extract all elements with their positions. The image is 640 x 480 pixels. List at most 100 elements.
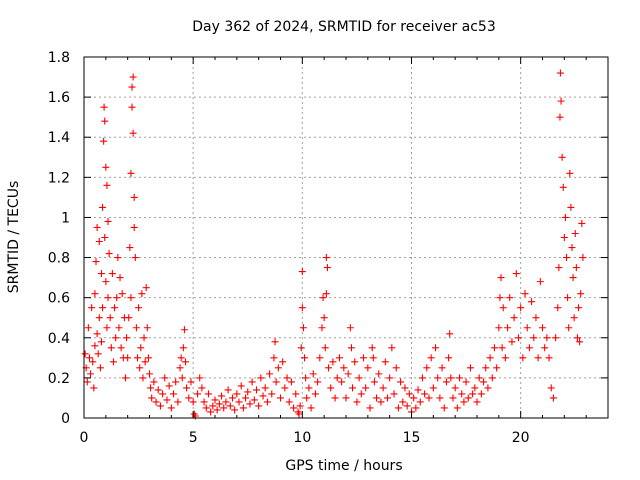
data-point	[552, 334, 560, 342]
data-point	[497, 274, 505, 282]
data-point	[383, 394, 391, 402]
data-point	[130, 223, 138, 231]
data-point	[495, 324, 503, 332]
data-point	[440, 404, 448, 412]
data-point	[198, 384, 206, 392]
x-axis-label: GPS time / hours	[285, 458, 402, 474]
data-point	[185, 394, 193, 402]
data-point	[532, 314, 540, 322]
axis-ticks	[83, 56, 608, 419]
data-point	[156, 402, 164, 410]
data-point	[528, 298, 536, 306]
data-point	[364, 364, 372, 372]
data-point	[142, 284, 150, 292]
data-point	[564, 294, 572, 302]
data-point	[517, 304, 525, 312]
data-point	[539, 324, 546, 332]
data-point	[295, 410, 303, 418]
data-point	[129, 129, 137, 137]
data-point	[397, 378, 405, 386]
data-point	[89, 358, 97, 366]
data-point	[369, 354, 377, 362]
data-point	[436, 394, 444, 402]
data-point	[493, 364, 501, 372]
y-tick-label: 0.6	[48, 291, 70, 307]
data-point	[129, 73, 137, 81]
data-point	[368, 344, 376, 352]
data-point	[523, 324, 531, 332]
data-point	[575, 304, 583, 312]
data-point	[128, 83, 136, 91]
data-point	[504, 324, 512, 332]
data-point	[314, 378, 322, 386]
data-point	[536, 278, 544, 286]
data-point	[146, 370, 153, 378]
data-point	[340, 364, 348, 372]
data-point	[555, 264, 563, 272]
data-point	[261, 384, 269, 392]
data-point	[561, 213, 569, 221]
data-point	[307, 404, 315, 412]
data-point	[139, 374, 147, 382]
data-point	[292, 390, 300, 398]
data-point	[222, 398, 230, 406]
data-point	[88, 304, 96, 312]
data-point	[375, 370, 383, 378]
data-point	[322, 290, 330, 298]
data-point	[130, 193, 138, 201]
data-point	[442, 378, 450, 386]
data-point	[224, 386, 232, 394]
data-point	[347, 344, 355, 352]
data-point	[277, 394, 284, 402]
data-point	[462, 378, 470, 386]
data-point	[91, 290, 99, 298]
data-point	[571, 229, 579, 237]
data-point	[123, 334, 131, 342]
x-tick-label: 10	[293, 430, 311, 446]
data-point	[252, 386, 260, 394]
data-point	[370, 378, 378, 386]
data-point	[124, 354, 132, 362]
data-point	[147, 384, 155, 392]
data-point	[438, 364, 446, 372]
data-point	[394, 404, 402, 412]
data-point	[239, 404, 247, 412]
data-point	[373, 394, 381, 402]
data-point	[132, 324, 140, 332]
data-point	[127, 169, 135, 177]
data-point	[320, 314, 328, 322]
data-point	[143, 324, 151, 332]
data-point	[299, 324, 307, 332]
data-point	[118, 290, 126, 298]
data-point	[355, 374, 363, 382]
data-point	[235, 398, 243, 406]
data-point	[464, 394, 472, 402]
data-point	[136, 364, 144, 372]
y-tick-label: 0	[61, 411, 70, 427]
data-point	[244, 388, 252, 396]
data-point	[490, 344, 498, 352]
data-point	[163, 396, 171, 404]
data-point	[547, 384, 555, 392]
data-point	[362, 384, 370, 392]
data-point	[96, 364, 104, 372]
data-point	[97, 270, 105, 278]
data-point	[246, 400, 254, 408]
data-point	[174, 398, 182, 406]
data-point	[117, 344, 125, 352]
data-point	[133, 354, 141, 362]
data-point	[499, 304, 507, 312]
data-point	[182, 358, 190, 366]
data-point	[567, 203, 575, 211]
data-point	[519, 354, 527, 362]
data-point	[189, 398, 197, 406]
data-point	[530, 334, 538, 342]
x-tick-labels: 0 5 10 15 20	[80, 430, 530, 446]
data-point	[381, 358, 389, 366]
data-point	[319, 294, 327, 302]
x-tick-label: 0	[80, 430, 89, 446]
data-point	[388, 344, 396, 352]
y-tick-label: 0.4	[48, 331, 70, 347]
data-point	[473, 398, 481, 406]
data-point	[159, 390, 167, 398]
